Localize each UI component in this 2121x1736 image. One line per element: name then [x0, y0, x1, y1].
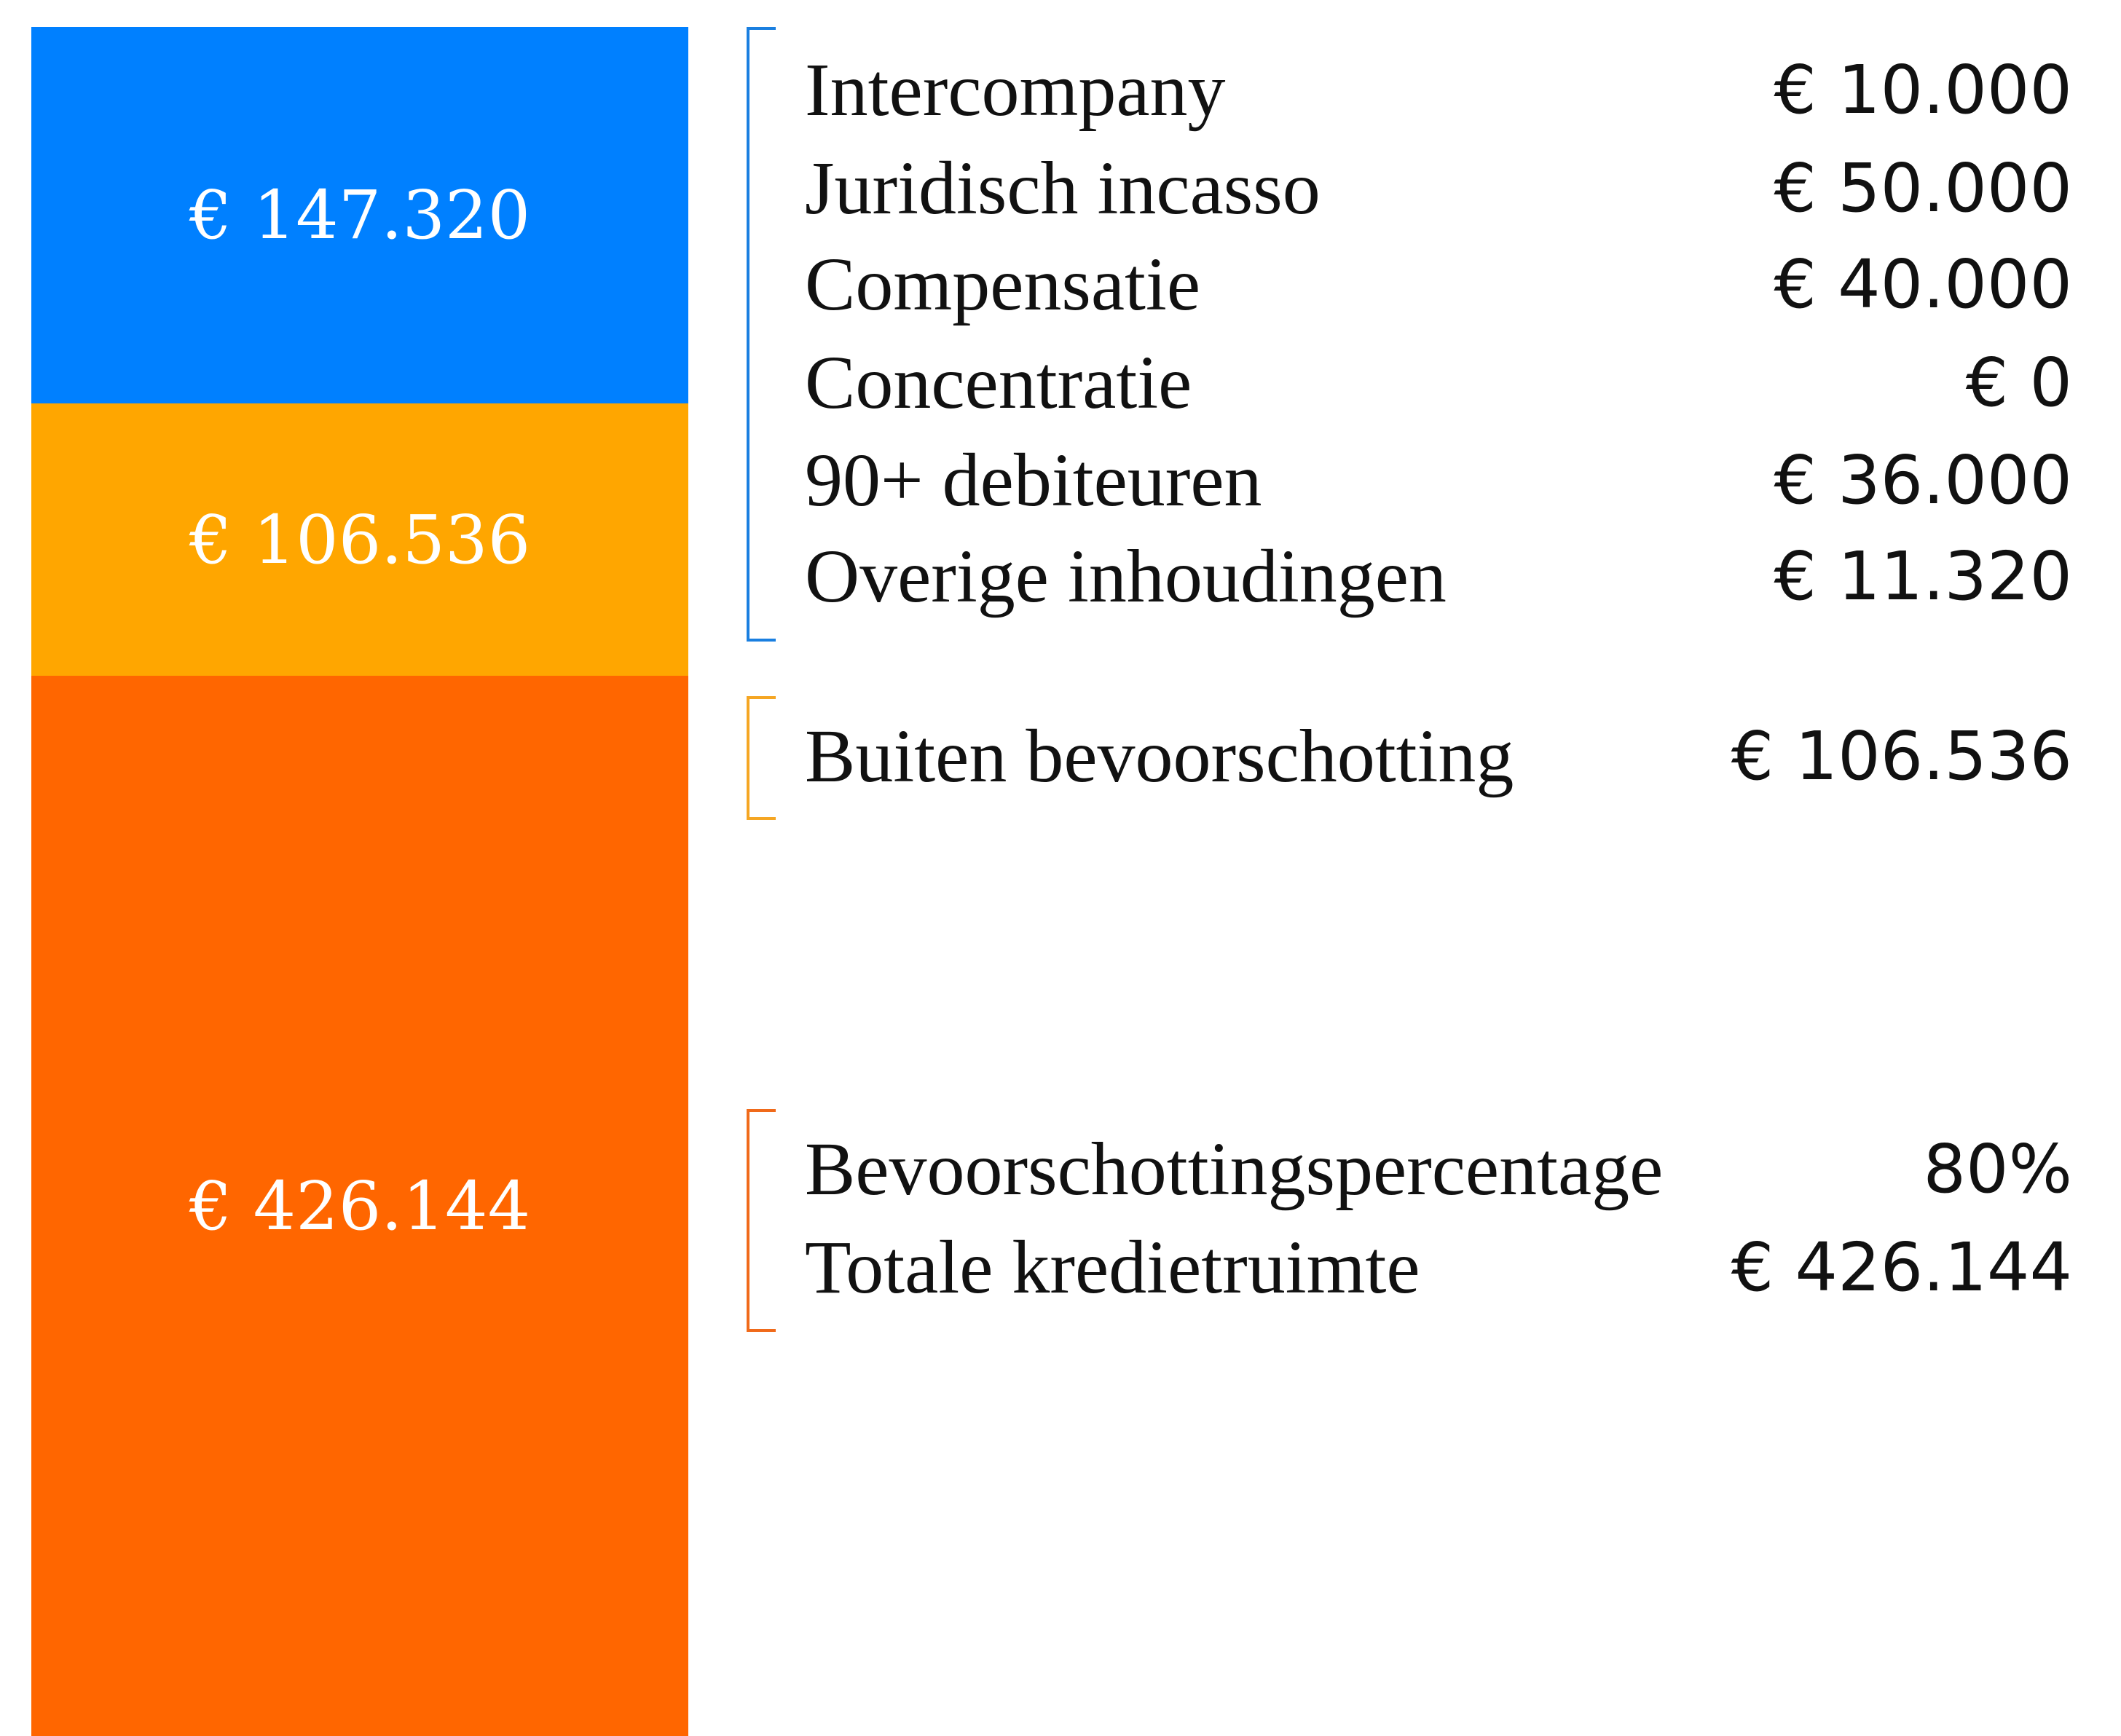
- row: Totale kredietruimte € 426.144: [805, 1220, 2072, 1314]
- row: Overige inhoudingen € 11.320: [805, 529, 2072, 623]
- row-label: Overige inhoudingen: [805, 534, 1447, 618]
- row-label: Totale kredietruimte: [805, 1225, 1420, 1309]
- segment-label: € 426.144: [189, 1167, 531, 1245]
- row-value: € 10.000: [1774, 50, 2072, 129]
- segment: € 147.320: [31, 27, 688, 403]
- bracket: [747, 27, 776, 642]
- row-value: € 426.144: [1731, 1228, 2072, 1306]
- row: Bevoorschottingspercentage 80%: [805, 1121, 2072, 1216]
- row-value: € 0: [1965, 343, 2072, 422]
- row: Intercompany € 10.000: [805, 42, 2072, 137]
- row-value: € 11.320: [1774, 537, 2072, 615]
- row-label: Intercompany: [805, 47, 1226, 132]
- row: Concentratie € 0: [805, 335, 2072, 430]
- row-label: 90+ debiteuren: [805, 438, 1262, 522]
- row-value: € 36.000: [1774, 441, 2072, 519]
- bracket: [747, 696, 776, 820]
- row: Buiten bevoorschotting € 106.536: [805, 709, 2072, 803]
- row-label: Bevoorschottingspercentage: [805, 1127, 1664, 1211]
- row-value: € 106.536: [1731, 717, 2072, 795]
- row: Juridisch incasso € 50.000: [805, 141, 2072, 235]
- row-label: Compensatie: [805, 242, 1201, 326]
- segment: € 106.536: [31, 403, 688, 676]
- bracket: [747, 1109, 776, 1332]
- row-value: € 50.000: [1774, 149, 2072, 227]
- row-label: Buiten bevoorschotting: [805, 714, 1514, 798]
- row-value: € 40.000: [1774, 245, 2072, 323]
- segment: € 426.144: [31, 676, 688, 1736]
- segment-label: € 106.536: [189, 500, 531, 579]
- segment-label: € 147.320: [189, 176, 531, 254]
- row: 90+ debiteuren € 36.000: [805, 433, 2072, 527]
- row-label: Juridisch incasso: [805, 146, 1321, 230]
- row-label: Concentratie: [805, 340, 1192, 425]
- row-value: 80%: [1923, 1129, 2072, 1208]
- row: Compensatie € 40.000: [805, 237, 2072, 331]
